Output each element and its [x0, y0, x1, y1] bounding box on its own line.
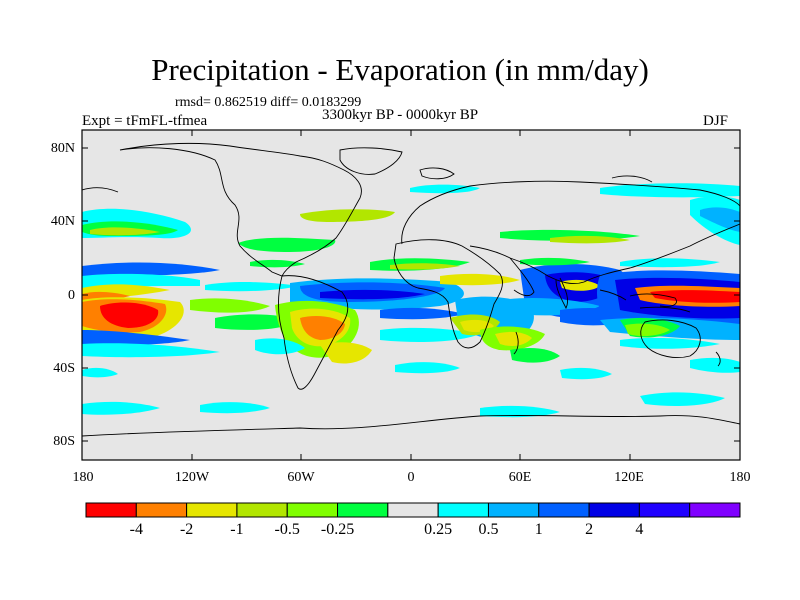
colorbar-label: -0.5 [274, 521, 300, 538]
lon-label-120e: 120E [614, 470, 644, 485]
colorbar-box [638, 502, 691, 518]
colorbar-box [538, 502, 590, 518]
colorbar-box [487, 502, 540, 518]
lat-label-40s: 40S [53, 361, 75, 376]
lon-label-180e: 180 [729, 470, 751, 485]
colorbar-label: 0.25 [424, 521, 453, 538]
season-label: DJF [703, 113, 729, 129]
coastlines [82, 142, 740, 437]
colorbar-box [588, 502, 640, 518]
colorbar-box [135, 502, 188, 518]
colorbar-label: 2 [585, 521, 594, 538]
lon-label-60e: 60E [508, 470, 532, 485]
lat-label-0: 0 [68, 288, 75, 303]
statistics-text: rmsd= 0.862519 diff= 0.0183299 [175, 95, 362, 110]
colorbar-box [689, 502, 741, 518]
colorbar-label: -0.25 [320, 521, 355, 538]
colorbar [85, 502, 741, 518]
axis-ticks [81, 130, 741, 460]
lat-label-80n: 80N [50, 141, 75, 156]
lat-label-80s: 80S [53, 434, 75, 449]
colorbar-box [437, 502, 489, 518]
colorbar-box [337, 502, 389, 518]
lon-label-120w: 120W [174, 470, 210, 485]
colorbar-box [286, 502, 339, 518]
colorbar-box [387, 502, 439, 518]
lon-label-180w: 180 [72, 470, 94, 485]
colorbar-label: 1 [534, 521, 543, 538]
period-subtitle: 3300kyr BP - 0000kyr BP [322, 107, 479, 123]
lon-label-0: 0 [407, 470, 415, 485]
colorbar-box [85, 502, 137, 518]
colorbar-label: -1 [230, 521, 244, 538]
colorbar-label: -2 [179, 521, 194, 538]
colorbar-label: 0.5 [478, 521, 499, 538]
experiment-label: Expt = tFmFL-tfmea [82, 113, 208, 129]
lat-label-40n: 40N [50, 214, 75, 229]
colorbar-label: 4 [635, 521, 644, 538]
lon-label-60w: 60W [287, 470, 315, 485]
colorbar-box [186, 502, 238, 518]
map-title: Precipitation - Evaporation (in mm/day) [151, 52, 649, 87]
colorbar-label: -4 [129, 521, 143, 538]
colorbar-box [236, 502, 288, 518]
